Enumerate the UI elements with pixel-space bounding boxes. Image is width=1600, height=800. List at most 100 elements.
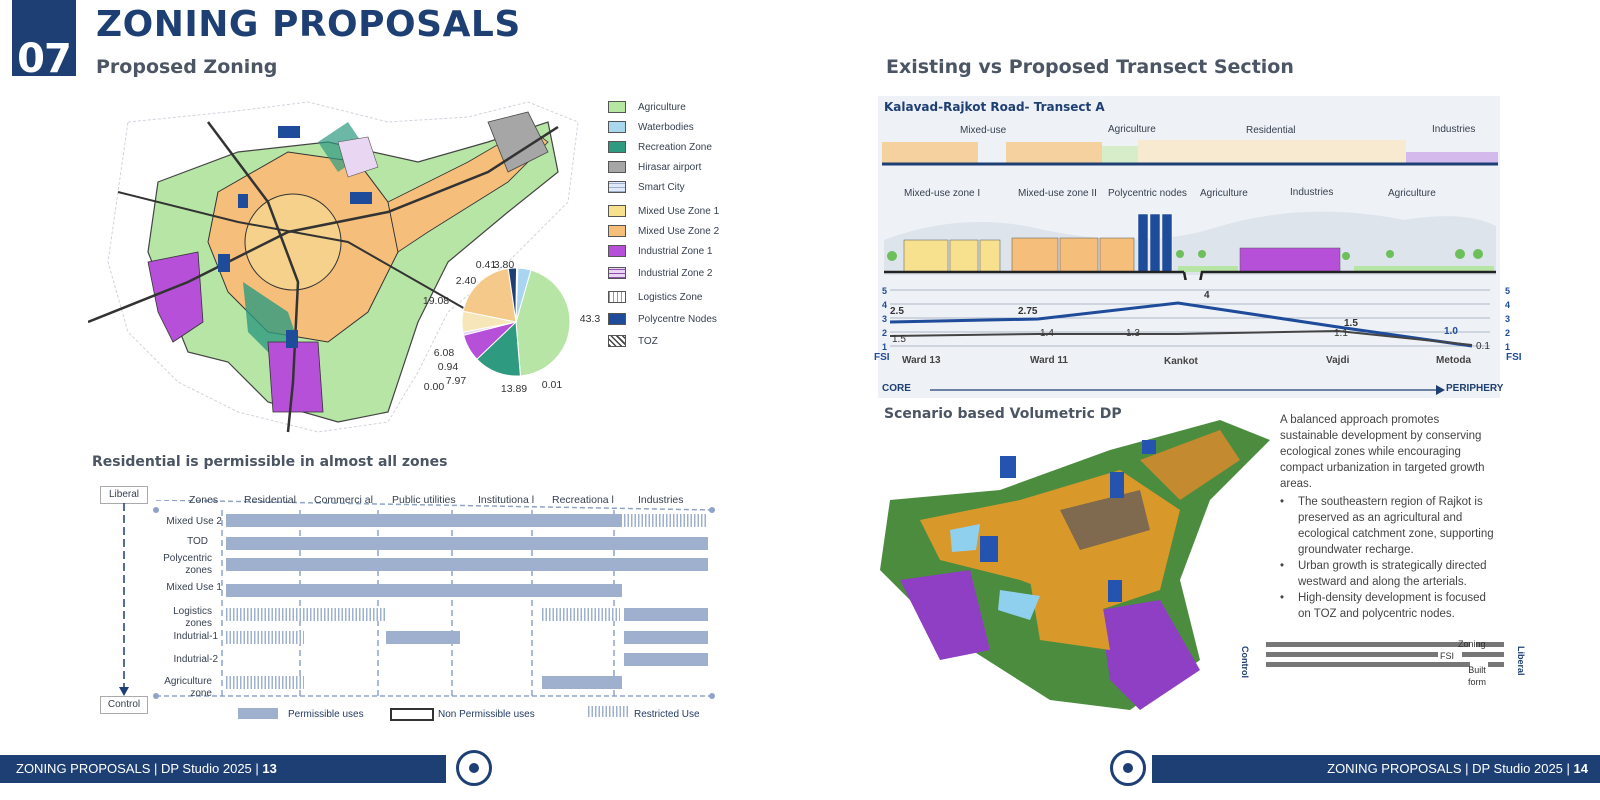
fsi-chart <box>889 289 1490 348</box>
pie-label: 7.97 <box>446 375 467 387</box>
scale-built: Built form <box>1468 665 1486 687</box>
core-periphery-arrow <box>930 385 1445 395</box>
bar-mu2-permissible <box>226 514 622 527</box>
existing-label-industries: Industries <box>1432 124 1476 135</box>
location-ward-11: Ward 11 <box>1030 355 1068 366</box>
row-industrial-1: Indutrial-1 <box>173 631 218 642</box>
liberal-control-arrow <box>119 503 129 696</box>
proposed-label-mu2: Mixed-use zone II <box>1018 188 1097 199</box>
footer-right: ZONING PROPOSALS | DP Studio 2025 | 14 <box>1152 755 1600 783</box>
row-agriculture: Agriculture zone <box>164 676 212 699</box>
periphery-label: PERIPHERY <box>1446 383 1504 394</box>
bar-polycentric <box>226 558 708 571</box>
proposed-value-2: 2.75 <box>1018 306 1038 317</box>
existing-value-4: 1.1 <box>1334 328 1348 339</box>
legend-industrial-2: Industrial Zone 2 <box>608 266 713 280</box>
proposed-label-agriculture-2: Agriculture <box>1388 188 1436 199</box>
zones-header: Zones <box>189 494 219 506</box>
control-label: Control <box>100 696 148 714</box>
pie-label: 0.00 <box>424 381 445 393</box>
pie-label: 0.41 <box>476 259 497 271</box>
scale-zoning: Zoning <box>1458 639 1486 649</box>
scenario-intro: A balanced approach promotes sustainable… <box>1280 414 1485 490</box>
row-industrial-2: Indutrial-2 <box>173 654 218 665</box>
existing-value-3: 1.3 <box>1126 328 1140 339</box>
studio-emblem-icon <box>1110 750 1146 786</box>
legend-smart-city: Smart City <box>608 180 685 194</box>
footer-left: ZONING PROPOSALS | DP Studio 2025 | 13 <box>0 755 446 783</box>
row-logistics: Logistics zones <box>173 606 212 629</box>
col-public-utilities: Public utilities <box>392 494 456 506</box>
row-mixed-use-2: Mixed Use 2 <box>166 516 222 527</box>
legend-industrial-1: Industrial Zone 1 <box>608 244 713 258</box>
row-polycentric: Polycentric zones <box>163 553 212 576</box>
legend-mixed-use-2: Mixed Use Zone 2 <box>608 224 719 238</box>
proposed-value-1: 2.5 <box>890 306 904 317</box>
pie-label: 6.08 <box>434 347 455 359</box>
col-residential: Residential <box>244 494 296 506</box>
proposed-label-industries: Industries <box>1290 187 1334 198</box>
bar-mu2-restricted <box>624 514 708 527</box>
pie-label: 3.80 <box>494 259 515 271</box>
pie-label: 43.3 <box>580 313 600 325</box>
bar-agri-recreation <box>542 676 622 689</box>
scenario-bullet-1: • The southeastern region of Rajkot is pr… <box>1280 496 1494 556</box>
existing-label-mixed: Mixed-use <box>960 125 1007 136</box>
legend-non-swatch <box>390 708 434 721</box>
scale-control: Control <box>1240 646 1250 678</box>
fsi-label-left: FSI <box>874 352 890 363</box>
bar-logistics-restricted-1 <box>226 608 386 621</box>
existing-value-2: 1.4 <box>1040 328 1054 339</box>
existing-label-residential: Residential <box>1246 125 1296 136</box>
core-label: CORE <box>882 383 911 394</box>
scenario-bullet-2: • Urban growth is strategically directed … <box>1280 560 1487 588</box>
proposed-label-mu1: Mixed-use zone I <box>904 188 981 199</box>
existing-section <box>882 140 1498 166</box>
proposed-label-agriculture: Agriculture <box>1200 188 1248 199</box>
liberal-label: Liberal <box>100 486 148 504</box>
bar-logistics-restricted-2 <box>542 608 620 621</box>
pie-slice <box>515 269 571 377</box>
proposed-value-5: 1.0 <box>1444 326 1458 337</box>
legend-logistics: Logistics Zone <box>608 290 702 304</box>
section-number-box <box>12 0 76 76</box>
fsi-label-right: FSI <box>1506 352 1522 363</box>
col-commercial: Commerci al <box>314 494 373 506</box>
row-mixed-use-1: Mixed Use 1 <box>166 582 222 593</box>
legend-agriculture: Agriculture <box>608 100 686 114</box>
legend-polycentre: Polycentre Nodes <box>608 312 717 326</box>
scenario-title: Scenario based Volumetric DP <box>884 406 1122 422</box>
row-tod: TOD <box>187 536 208 547</box>
pie-label: 13.89 <box>501 383 527 395</box>
bar-agri-restricted <box>226 676 304 689</box>
legend-mixed-use-1: Mixed Use Zone 1 <box>608 204 719 218</box>
legend-recreation: Recreation Zone <box>608 140 712 154</box>
legend-waterbodies: Waterbodies <box>608 120 694 134</box>
legend-permissible-swatch <box>238 708 278 719</box>
bar-ind2-industries <box>624 653 708 666</box>
bar-tod <box>226 537 708 550</box>
col-recreational: Recreationa l <box>552 494 614 506</box>
pie-slice <box>462 267 517 323</box>
existing-value-1: 1.5 <box>892 334 906 345</box>
proposed-zoning-title: Proposed Zoning <box>96 56 278 78</box>
location-metoda: Metoda <box>1436 355 1471 366</box>
studio-emblem-icon <box>456 750 492 786</box>
pie-label: 19.08 <box>423 295 449 307</box>
pie-label: 0.01 <box>542 379 563 391</box>
proposed-value-4: 1.5 <box>1344 318 1358 329</box>
proposed-value-3: 4 <box>1204 290 1210 301</box>
pie-label: 0.94 <box>438 361 459 373</box>
bar-ind1-utilities <box>386 631 460 644</box>
existing-value-5: 0.1 <box>1476 341 1490 352</box>
existing-label-agriculture: Agriculture <box>1108 124 1156 135</box>
bar-ind1-industries <box>624 631 708 644</box>
volumetric-3d-model <box>880 420 1270 710</box>
section-number: 07 <box>17 36 72 82</box>
scale-liberal: Liberal <box>1516 646 1526 676</box>
transect-section-title: Existing vs Proposed Transect Section <box>886 56 1294 78</box>
bar-logistics-permissible <box>624 608 708 621</box>
location-ward-13: Ward 13 <box>902 355 941 366</box>
